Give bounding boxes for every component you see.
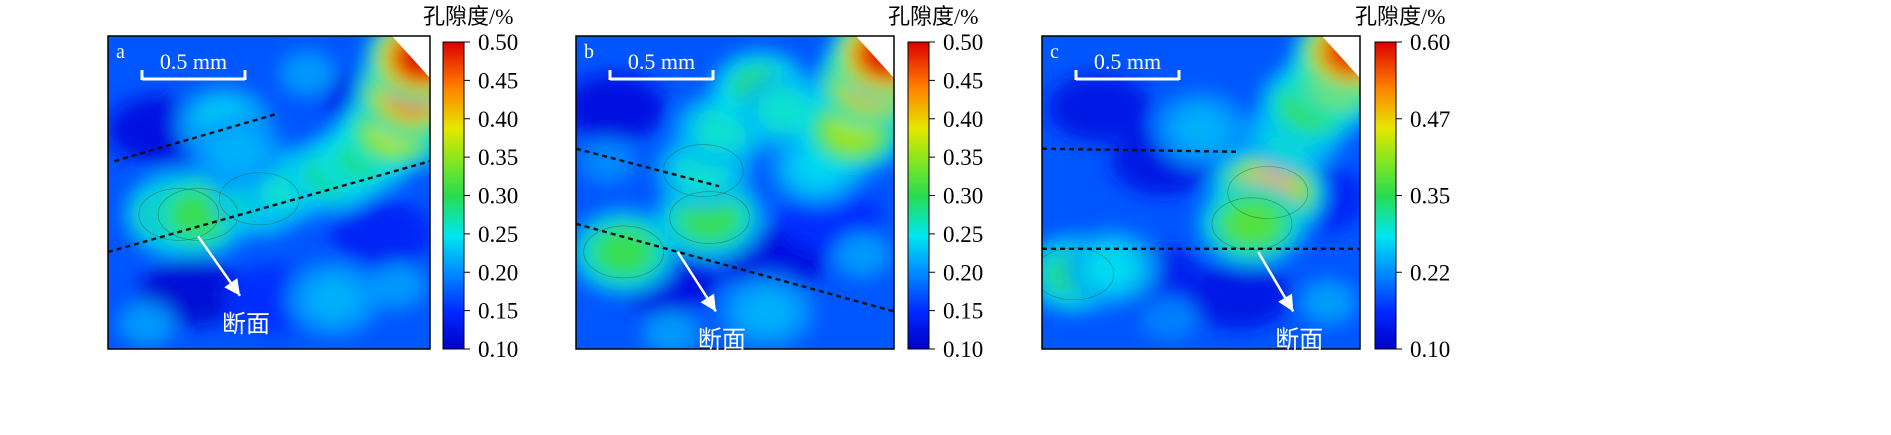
colorbar-tick-label: 0.10 <box>943 337 983 362</box>
arrow-head <box>224 278 241 296</box>
panel-frame <box>107 35 431 350</box>
high-porosity-region <box>369 263 427 310</box>
panel-label: b <box>584 41 594 63</box>
colorbar-tick-label: 0.25 <box>478 222 518 247</box>
colorbar-tick-label: 0.30 <box>943 184 983 209</box>
high-porosity-region <box>1140 294 1198 341</box>
contour-line <box>669 191 750 244</box>
heatmap-field <box>576 36 894 349</box>
colorbar <box>442 41 465 350</box>
high-porosity-region <box>117 300 176 347</box>
fracture-dashed-line <box>576 147 720 188</box>
colorbar-tick-label: 0.10 <box>1410 337 1450 362</box>
panel-frame <box>1041 35 1361 350</box>
high-porosity-region <box>278 50 337 97</box>
section-annotation: 断面 <box>222 311 270 338</box>
colorbar-title: 孔隙度/% <box>423 4 513 29</box>
arrow-head <box>1278 293 1294 312</box>
panel-a: a 0.5 mm 断面 0.50 0.45 0.40 0.35 0.30 0.25 0.20 0.1… <box>107 4 518 362</box>
void-corner <box>1322 36 1360 78</box>
high-porosity-region <box>738 288 796 335</box>
high-porosity-region <box>1172 106 1230 153</box>
contour-line <box>1227 166 1309 219</box>
colorbar <box>907 41 930 350</box>
panel-b: b 0.5 mm 断面 0.50 0.45 0.40 0.35 0.30 0.25 0.20 0.1… <box>575 4 983 362</box>
high-porosity-region <box>1083 244 1141 291</box>
colorbar-tick-label: 0.20 <box>478 260 518 285</box>
colorbar-tick-label: 0.40 <box>943 107 983 132</box>
heatmap-field <box>1042 36 1360 349</box>
high-porosity-region <box>304 275 363 322</box>
colorbar-title: 孔隙度/% <box>888 4 978 29</box>
colorbar-tick-label: 0.22 <box>1410 260 1450 285</box>
scale-bar <box>140 70 247 81</box>
void-corner <box>856 36 894 78</box>
low-porosity-region <box>329 199 430 268</box>
high-porosity-region <box>579 138 637 185</box>
high-porosity-region <box>208 128 266 175</box>
panel-label: a <box>116 41 125 63</box>
colorbar-tick-label: 0.45 <box>943 68 983 93</box>
scale-bar-label: 0.5 mm <box>628 49 695 74</box>
section-annotation: 断面 <box>1275 326 1323 353</box>
fracture-dashed-line <box>576 222 894 313</box>
fracture-dashed-line <box>114 113 276 163</box>
colorbar-tick-label: 0.35 <box>1410 184 1450 209</box>
contour-line <box>662 144 744 197</box>
colorbar-tick-label: 0.45 <box>478 68 518 93</box>
colorbar-tick-label: 0.25 <box>943 222 983 247</box>
colorbar <box>1374 41 1397 350</box>
contour-line <box>583 225 665 279</box>
scale-bar-label: 0.5 mm <box>160 49 227 74</box>
colorbar-tick-label: 0.35 <box>943 145 983 170</box>
low-porosity-region <box>1047 73 1152 142</box>
colorbar-tick-label: 0.50 <box>943 30 983 55</box>
low-porosity-region <box>576 74 667 142</box>
contour-line <box>138 188 220 241</box>
colorbar-tick-label: 0.50 <box>478 30 518 55</box>
high-porosity-region <box>642 310 701 349</box>
colorbar-tick-label: 0.30 <box>478 184 518 209</box>
scale-bar <box>1074 70 1181 81</box>
high-porosity-region <box>833 232 891 279</box>
panel-c: c 0.5 mm 断面 0.60 0.47 0.35 0.22 0.10 孔隙度/% <box>1041 4 1450 362</box>
colorbar-tick-label: 0.15 <box>478 299 518 324</box>
scale-bar-label: 0.5 mm <box>1094 49 1161 74</box>
colorbar-tick-label: 0.35 <box>478 145 518 170</box>
colorbar-tick-label: 0.60 <box>1410 30 1450 55</box>
high-porosity-region <box>1223 200 1281 247</box>
panel-label: c <box>1050 41 1059 63</box>
heatmap-field <box>108 36 430 349</box>
colorbar-tick-label: 0.10 <box>478 337 518 362</box>
panels-group: a 0.5 mm 断面 0.50 0.45 0.40 0.35 0.30 0.25 0.20 0.1… <box>107 4 1450 362</box>
fracture-dashed-line <box>108 160 430 254</box>
fracture-dashed-line <box>1042 147 1240 154</box>
colorbar-tick-label: 0.15 <box>943 299 983 324</box>
arrow-head <box>700 293 716 312</box>
scale-bar <box>608 70 715 81</box>
panel-frame <box>575 35 895 350</box>
colorbar-tick-label: 0.20 <box>943 260 983 285</box>
high-porosity-region <box>1299 279 1357 326</box>
colorbar-tick-label: 0.40 <box>478 107 518 132</box>
colorbar-tick-label: 0.47 <box>1410 107 1450 132</box>
void-corner <box>392 36 430 78</box>
low-porosity-region <box>1187 261 1292 330</box>
section-annotation: 断面 <box>698 326 746 353</box>
colorbar-title: 孔隙度/% <box>1355 4 1445 29</box>
